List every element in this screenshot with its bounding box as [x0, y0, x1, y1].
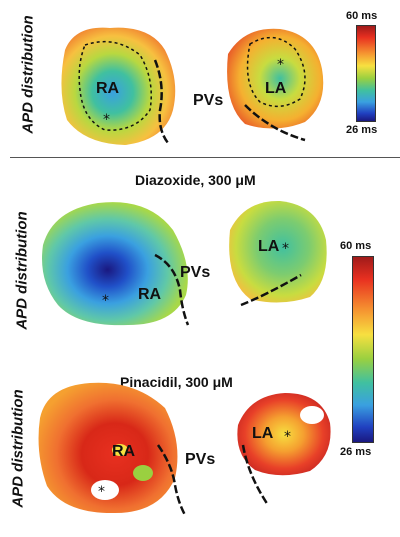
svg-text:*: * [98, 484, 105, 500]
pinacidil-pv-border [156, 444, 187, 516]
section-divider [10, 157, 400, 158]
control-la-map: * [227, 28, 324, 129]
ra-label-diazoxide: RA [138, 286, 162, 303]
control-pv-border [153, 59, 170, 144]
colorbar-max-diazoxide: 60 ms [340, 240, 372, 252]
pvs-label-pinacidil: PVs [185, 451, 216, 468]
pinacidil-ra-map: * [38, 382, 178, 514]
row-label-control: APD distribution [19, 15, 37, 134]
diazoxide-pv-border [154, 253, 190, 326]
la-label-pinacidil: LA [252, 425, 274, 442]
title-pinacidil: Pinacidil, 300 μM [120, 374, 233, 390]
svg-text:*: * [277, 57, 284, 73]
colorbar-max-control: 60 ms [346, 10, 378, 22]
ra-label-control: RA [96, 80, 120, 97]
ra-label-pinacidil: RA [112, 443, 136, 460]
colorbar-min-diazoxide: 26 ms [340, 446, 372, 458]
svg-text:*: * [103, 112, 110, 128]
pvs-label-diazoxide: PVs [180, 264, 211, 281]
pvs-label-control: PVs [193, 92, 224, 109]
colorbar-min-control: 26 ms [346, 124, 378, 136]
title-diazoxide: Diazoxide, 300 μM [135, 172, 256, 188]
colorbar-diazoxide [352, 256, 374, 443]
svg-text:*: * [102, 293, 109, 309]
la-label-control: LA [265, 80, 287, 97]
control-la-edge [244, 104, 306, 142]
control-ra-map: * [61, 27, 176, 145]
svg-text:*: * [282, 241, 289, 257]
row-label-diazoxide: APD distribution [13, 211, 31, 330]
diazoxide-la-edge [240, 273, 302, 307]
pinacidil-la-edge [241, 444, 270, 506]
row-label-pinacidil: APD distribution [9, 389, 27, 508]
colorbar-control [356, 25, 376, 122]
diazoxide-ra-map: * [42, 202, 188, 326]
la-label-diazoxide: LA [258, 238, 280, 255]
pinacidil-la-map: * [237, 393, 331, 476]
svg-text:*: * [284, 429, 291, 445]
diazoxide-la-map: * [229, 200, 327, 303]
